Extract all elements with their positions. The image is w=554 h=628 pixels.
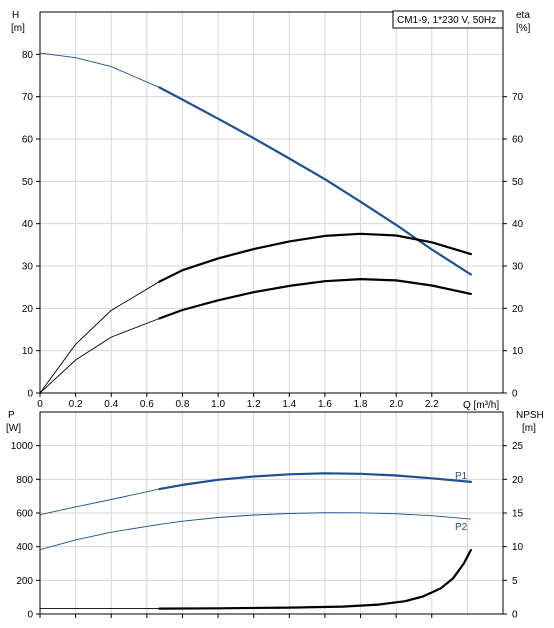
x-tick-label: 1.8 (354, 399, 368, 410)
x-tick-label: 2.0 (389, 399, 403, 410)
x-tick-label: 1.6 (318, 399, 332, 410)
bottom-right-tick-label: 10 (512, 542, 524, 553)
bottom-left-tick-label: 1000 (11, 441, 34, 452)
top-right-axis-label: eta (516, 10, 530, 21)
series-label-p1: P1 (455, 471, 468, 482)
bottom-left-axis-unit: [W] (6, 423, 21, 434)
top-plot-frame (39, 11, 504, 394)
bottom-right-tick-label: 20 (512, 475, 524, 486)
bottom-grid (39, 411, 504, 615)
x-tick-label: 1.2 (247, 399, 261, 410)
x-tick-label: 0.2 (69, 399, 83, 410)
top-left-axis-label: H (12, 10, 19, 21)
top-left-tick-label: 10 (22, 346, 34, 357)
series-line-bold-eta_total (158, 232, 472, 283)
top-right-tick-label: 60 (512, 135, 524, 146)
bottom-left-tick-label: 800 (16, 475, 33, 486)
bottom-left-tick-label: 200 (16, 576, 33, 587)
bottom-right-axis-label: NPSH (516, 410, 544, 421)
series-line-eta_total (39, 233, 472, 394)
top-right-tick-label: 20 (512, 304, 524, 315)
top-right-axis-unit: [%] (516, 23, 531, 34)
bottom-series (39, 472, 472, 610)
series-line-npsh (159, 549, 472, 610)
x-tick-label: 0.4 (104, 399, 118, 410)
top-right-tick-label: 70 (512, 92, 524, 103)
top-right-tick-label: 30 (512, 262, 524, 273)
x-tick-label: 2.2 (425, 399, 439, 410)
top-right-tick-label: 10 (512, 346, 524, 357)
x-tick-label: 0.6 (140, 399, 154, 410)
top-right-tick-label: 50 (512, 177, 524, 188)
series-line-bold-eta_pump (158, 278, 472, 320)
top-left-tick-label: 30 (22, 262, 34, 273)
series-label-p2: P2 (455, 522, 468, 533)
top-left-tick-label: 40 (22, 219, 34, 230)
top-left-tick-label: 70 (22, 92, 34, 103)
bottom-left-tick-label: 0 (27, 610, 33, 621)
series-line-head (39, 52, 472, 275)
bottom-right-tick-label: 15 (512, 509, 524, 520)
series-line-bold-p1 (158, 472, 472, 491)
x-tick-label: 1.4 (282, 399, 296, 410)
top-right-tick-label: 40 (512, 219, 524, 230)
top-left-tick-label: 60 (22, 135, 34, 146)
series-line-bold-npsh (158, 548, 472, 610)
bottom-right-tick-label: 25 (512, 441, 524, 452)
top-left-tick-label: 80 (22, 50, 34, 61)
x-tick-label: 0 (37, 399, 43, 410)
bottom-left-axis-label: P (8, 410, 15, 421)
top-right-tick-label: 0 (512, 389, 518, 400)
bottom-right-tick-label: 5 (512, 576, 518, 587)
x-axis-label: Q [m³/h] (463, 400, 499, 411)
bottom-left-tick-label: 600 (16, 509, 33, 520)
series-line-bold-head (158, 86, 472, 276)
top-left-axis-unit: [m] (11, 23, 25, 34)
series-line-p2 (39, 512, 471, 551)
series-line-eta_pump (39, 278, 471, 394)
bottom-right-axis-unit: [m] (522, 423, 536, 434)
x-tick-label: 1.0 (211, 399, 225, 410)
bottom-left-tick-label: 400 (16, 542, 33, 553)
top-grid (39, 11, 504, 394)
chart-title: CM1-9, 1*230 V, 50Hz (397, 15, 496, 26)
x-tick-label: 0.8 (176, 399, 190, 410)
top-left-tick-label: 50 (22, 177, 34, 188)
top-left-tick-label: 0 (27, 389, 33, 400)
top-series (39, 52, 472, 394)
bottom-right-tick-label: 0 (512, 610, 518, 621)
top-left-tick-label: 20 (22, 304, 34, 315)
title-box (392, 10, 504, 29)
